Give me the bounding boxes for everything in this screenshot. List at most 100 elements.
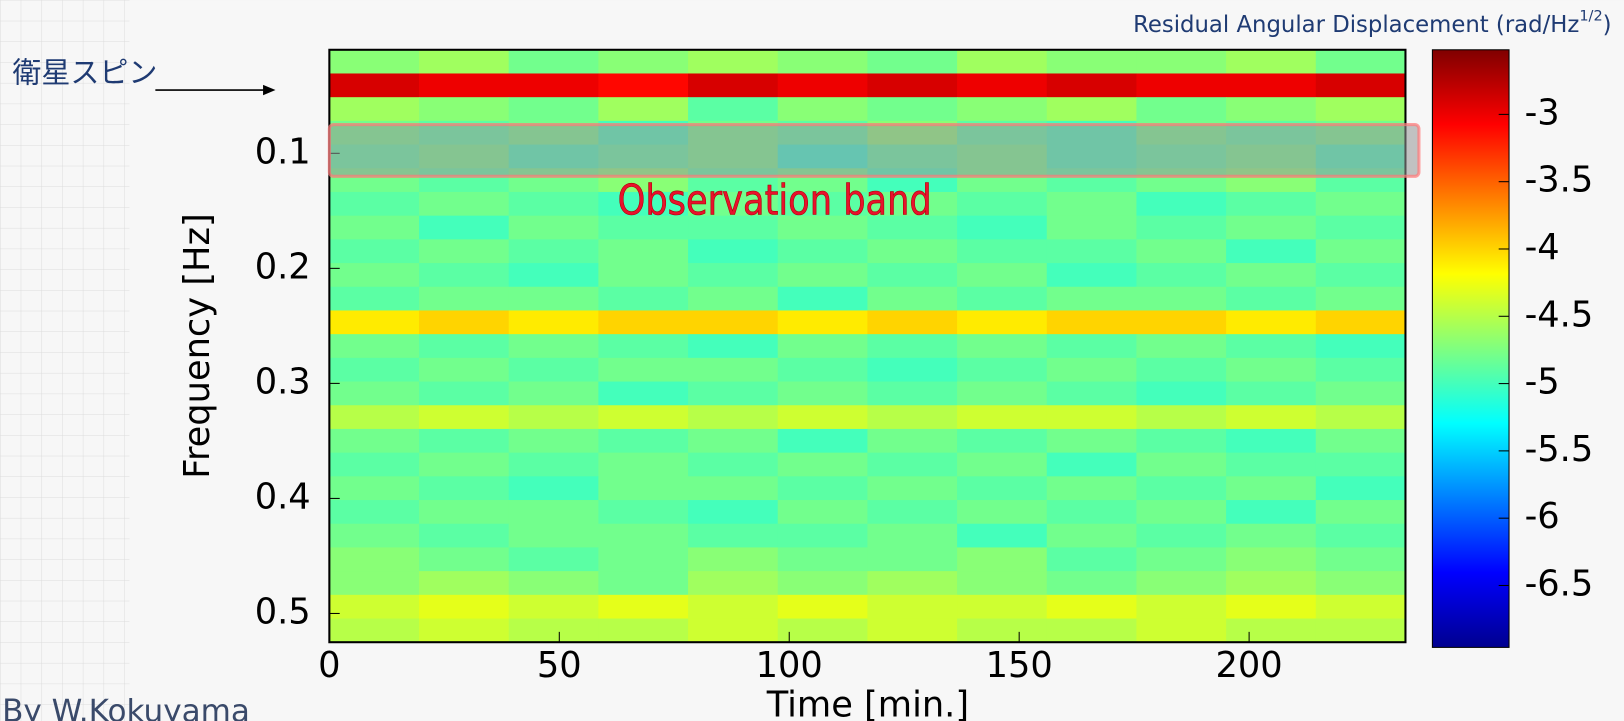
heatmap-cell [419, 73, 510, 98]
heatmap-cell [329, 618, 420, 643]
spin-arrowhead [263, 84, 276, 96]
heatmap-cell [329, 547, 420, 572]
heatmap-cell [1136, 500, 1227, 525]
heatmap-cell [688, 191, 779, 217]
heatmap-cell [1046, 263, 1137, 288]
colorbar-tick-label: -4.5 [1525, 294, 1594, 335]
grid-paper [0, 0, 130, 721]
heatmap-cell [508, 49, 599, 75]
heatmap-cell [419, 215, 510, 240]
heatmap-cell [1315, 310, 1406, 335]
heatmap-cell [329, 594, 420, 620]
heatmap-cell [598, 97, 689, 122]
heatmap-cell [598, 191, 689, 217]
heatmap-cell [957, 500, 1048, 525]
heatmap-cell [1315, 49, 1406, 75]
plot-frame [328, 48, 1407, 644]
heatmap-cell [867, 618, 958, 643]
heatmap-cell [419, 310, 510, 335]
heatmap-cell [598, 594, 689, 620]
heatmap-cell [1046, 523, 1137, 548]
y-tick-label: 0.2 [255, 246, 311, 287]
heatmap-cell [688, 239, 779, 264]
heatmap-cell [598, 547, 689, 572]
heatmap-cell [1226, 286, 1317, 311]
heatmap-cell [688, 523, 779, 548]
heatmap-cell [1315, 97, 1406, 122]
heatmap-cell [688, 618, 779, 643]
heatmap-cell [329, 239, 420, 264]
heatmap-cell [777, 405, 868, 430]
heatmap-cell [1046, 334, 1137, 359]
heatmap-cell [508, 239, 599, 264]
heatmap-cell [1315, 428, 1406, 454]
heatmap-cell [1046, 191, 1137, 217]
heatmap-cell [867, 334, 958, 359]
heatmap-cell [1136, 215, 1227, 240]
y-tick-label: 0.3 [255, 361, 311, 402]
heatmap-cell [688, 547, 779, 572]
heatmap-cell [1315, 381, 1406, 406]
heatmap-cell [329, 191, 420, 217]
colorbar [1431, 49, 1510, 648]
heatmap-cell [957, 97, 1048, 122]
heatmap-cell [777, 523, 868, 548]
heatmap-cell [598, 452, 689, 477]
heatmap-cell [867, 49, 958, 75]
heatmap-cell [1136, 239, 1227, 264]
heatmap-cell [1315, 452, 1406, 477]
heatmap-cell [867, 215, 958, 240]
heatmap-cell [1315, 500, 1406, 525]
heatmap-cell [508, 500, 599, 525]
colorbar-tick-label: -5.5 [1525, 429, 1594, 470]
heatmap-cell [688, 571, 779, 596]
heatmap-cell [688, 73, 779, 98]
x-tick-label: 50 [537, 645, 582, 686]
heatmap-cell [1315, 618, 1406, 643]
heatmap-cell [1226, 547, 1317, 572]
heatmap-cell [598, 405, 689, 430]
observation-band-label: Observation band [618, 177, 932, 225]
heatmap-cell [867, 357, 958, 383]
heatmap-cell [598, 571, 689, 596]
heatmap-cell [867, 73, 958, 98]
heatmap-cell [1226, 239, 1317, 264]
heatmap-cell [777, 239, 868, 264]
heatmap-cell [419, 405, 510, 430]
heatmap-cell [957, 191, 1048, 217]
heatmap-cell [1136, 523, 1227, 548]
heatmap-cell [777, 215, 868, 240]
heatmap-cell [1046, 500, 1137, 525]
heatmap-cell [329, 357, 420, 383]
heatmap-cell [329, 263, 420, 288]
heatmap-cell [1046, 239, 1137, 264]
heatmap-cell [1046, 73, 1137, 98]
heatmap-cell [957, 523, 1048, 548]
heatmap-cell [867, 523, 958, 548]
heatmap-cell [419, 452, 510, 477]
heatmap-cell [1046, 310, 1137, 335]
heatmap-cell [419, 191, 510, 217]
heatmap-cell [508, 215, 599, 240]
heatmap-cell [598, 239, 689, 264]
x-tick-label: 200 [1216, 645, 1283, 686]
heatmap-cell [777, 618, 868, 643]
heatmap-cell [688, 49, 779, 75]
heatmap-cell [329, 405, 420, 430]
heatmap-cell [1136, 476, 1227, 501]
heatmap-cell [508, 405, 599, 430]
heatmap-cell [419, 618, 510, 643]
y-tick-label: 0.1 [255, 131, 311, 172]
heatmap-cell [957, 286, 1048, 311]
heatmap-cell [777, 191, 868, 217]
colorbar-tick-label: -6 [1525, 496, 1560, 537]
heatmap-cell [329, 49, 420, 75]
heatmap-cell [957, 618, 1048, 643]
heatmap-cell [598, 310, 689, 335]
heatmap-cell [1136, 191, 1227, 217]
heatmap-cell [688, 286, 779, 311]
heatmap-cell [1315, 215, 1406, 240]
heatmap-cell [867, 571, 958, 596]
heatmap-cell [957, 73, 1048, 98]
heatmap-cell [867, 263, 958, 288]
